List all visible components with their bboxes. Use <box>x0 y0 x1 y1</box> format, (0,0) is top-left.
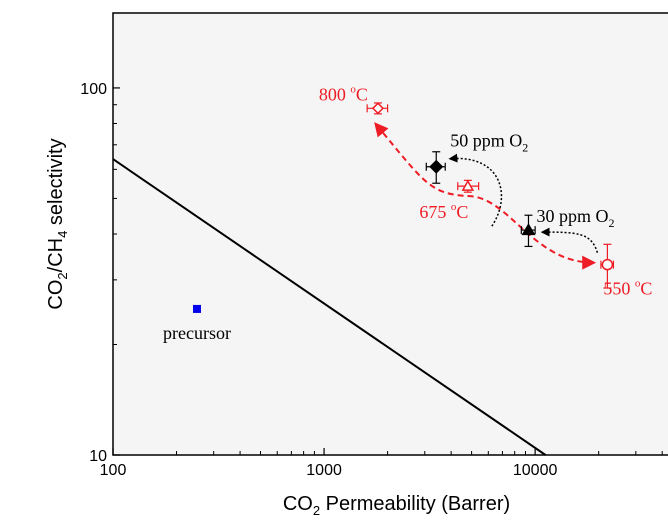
upper-bound-line <box>112 158 547 456</box>
x-axis-ticks: 100 1000 10000 <box>100 448 663 479</box>
x-tick-label-2: 10000 <box>513 462 558 479</box>
point-800c <box>371 102 385 115</box>
y-axis-title: CO2/CH4 selectivity <box>45 138 70 309</box>
label-50ppm-o2: 50 ppm O2 <box>450 131 528 155</box>
plot-area <box>112 12 668 456</box>
red-transition-path <box>374 122 597 270</box>
point-50ppm <box>429 159 444 174</box>
y-tick-label-1: 100 <box>80 81 107 98</box>
label-800c: 800 oC <box>319 83 368 104</box>
data-points <box>192 102 615 313</box>
label-precursor: precursor <box>163 323 231 343</box>
label-675c: 675 oC <box>419 201 468 222</box>
y-tick-label-0: 10 <box>89 448 107 465</box>
y-axis-ticks: 10 100 <box>80 81 120 465</box>
x-tick-label-0: 100 <box>100 462 127 479</box>
point-675c <box>461 179 475 191</box>
label-30ppm-o2: 30 ppm O2 <box>536 206 614 230</box>
x-tick-label-1: 1000 <box>306 462 342 479</box>
o2-50ppm-arrow-path <box>448 153 503 227</box>
point-precursor <box>192 304 201 313</box>
point-30ppm <box>521 223 536 236</box>
label-550c: 550 oC <box>603 278 652 299</box>
o2-30ppm-arrow-path <box>540 227 599 253</box>
x-axis-title: CO2 Permeability (Barrer) <box>283 493 510 518</box>
point-550c <box>601 258 614 271</box>
